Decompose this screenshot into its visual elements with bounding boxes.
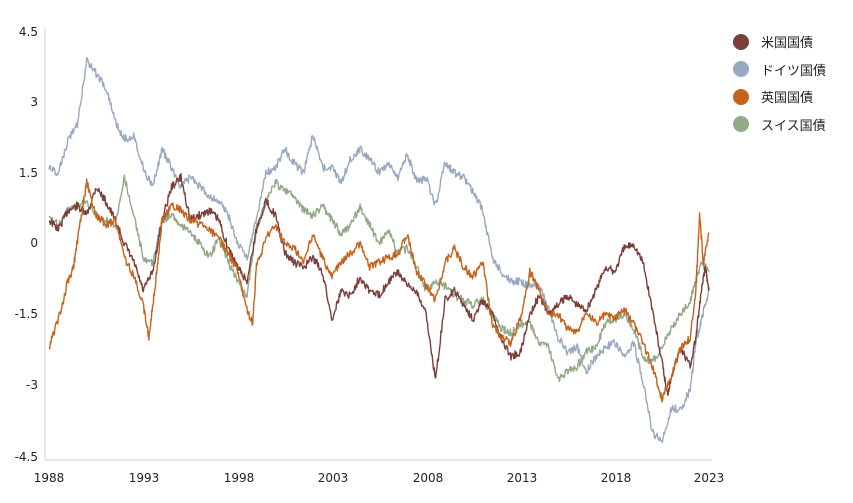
legend-label: ドイツ国債 bbox=[761, 63, 827, 79]
legend-item-us-treasury[interactable]: 米国国債 bbox=[733, 28, 851, 56]
x-tick-label: 2013 bbox=[507, 471, 538, 485]
legend: 米国国債 ドイツ国債 英国国債 スイス国債 bbox=[733, 28, 851, 138]
y-tick-label: 1.5 bbox=[19, 166, 38, 180]
y-tick-label: -1.5 bbox=[15, 307, 38, 321]
y-tick-label: 0 bbox=[30, 236, 38, 250]
x-tick-label: 2008 bbox=[413, 471, 444, 485]
x-tick-label: 2018 bbox=[601, 471, 632, 485]
series-layer bbox=[48, 57, 710, 444]
y-tick-label: -4.5 bbox=[15, 450, 38, 464]
legend-marker bbox=[733, 88, 749, 105]
x-tick-label: 1998 bbox=[224, 471, 255, 485]
legend-item-german-bund[interactable]: ドイツ国債 bbox=[733, 56, 851, 84]
series-line-uk-gilt bbox=[48, 178, 710, 403]
x-tick-label: 2003 bbox=[318, 471, 349, 485]
y-tick-label: 3 bbox=[30, 95, 38, 109]
y-tick-label: 4.5 bbox=[19, 25, 38, 39]
x-tick-label: 1988 bbox=[34, 471, 65, 485]
y-tick-label: -3 bbox=[26, 378, 38, 392]
legend-item-uk-gilt[interactable]: 英国国債 bbox=[733, 83, 851, 111]
x-tick-label: 2023 bbox=[694, 471, 725, 485]
legend-label: スイス国債 bbox=[761, 118, 826, 134]
legend-item-swiss-bond[interactable]: スイス国債 bbox=[733, 111, 851, 139]
series-line-us-treasury bbox=[48, 173, 710, 396]
x-tick-label: 1993 bbox=[129, 471, 160, 485]
legend-marker bbox=[733, 61, 749, 78]
legend-label: 英国国債 bbox=[761, 91, 814, 107]
legend-label: 米国国債 bbox=[761, 36, 814, 52]
legend-marker bbox=[733, 33, 749, 50]
series-line-german-bund bbox=[48, 57, 710, 444]
legend-marker bbox=[733, 116, 749, 133]
